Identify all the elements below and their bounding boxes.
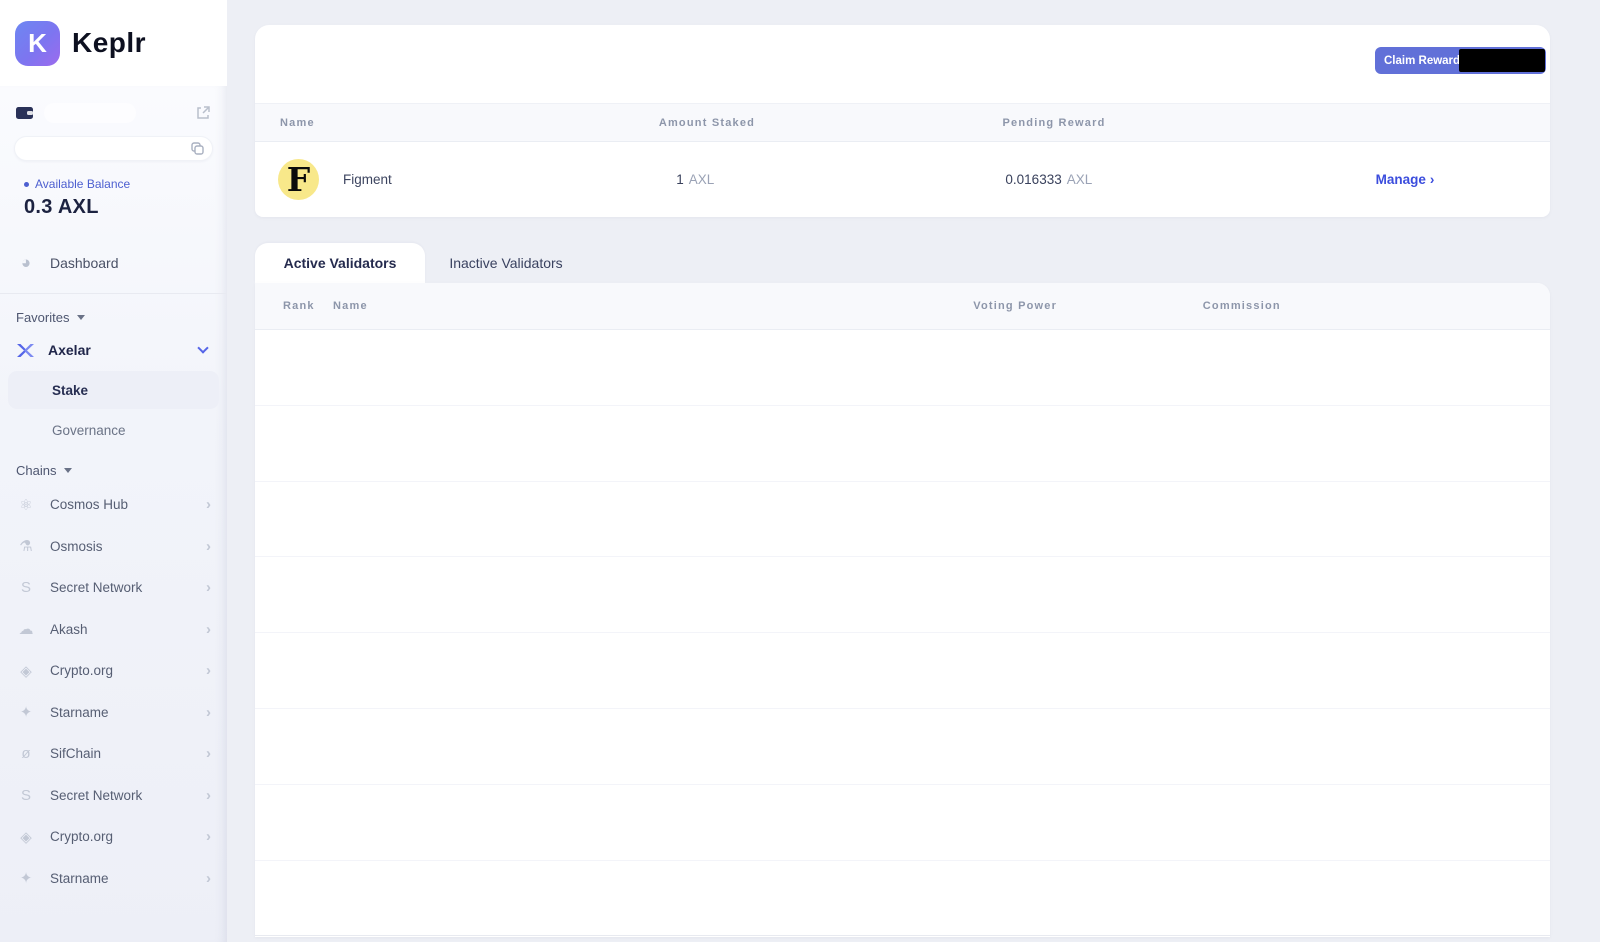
chevron-down-icon — [197, 342, 209, 354]
chevron-right-icon: › — [206, 869, 211, 887]
secret-network-icon: S — [20, 579, 31, 597]
sidebar-item-axelar[interactable]: Axelar — [0, 331, 227, 369]
table-row — [255, 557, 1550, 634]
available-balance-value: 0.3 AXL — [24, 196, 99, 218]
available-balance-label: Available Balance — [24, 177, 227, 191]
redaction-overlay — [1459, 49, 1545, 72]
table-row — [255, 633, 1550, 709]
chevron-right-icon: › — [206, 662, 211, 680]
chevron-right-icon: › — [206, 579, 211, 597]
sidebar-item-dashboard[interactable]: ◕ Dashboard — [0, 243, 227, 283]
sidebar-chain-item-crypto-org[interactable]: ◈ Crypto.org › — [0, 816, 227, 858]
column-header-pending-reward: Pending Reward — [1002, 117, 1106, 129]
external-link-icon[interactable] — [195, 105, 211, 121]
chains-section-header[interactable]: Chains — [0, 449, 227, 484]
pending-reward-cell: 0.016333 AXL — [1005, 172, 1093, 187]
sidebar-chain-item-secret-network[interactable]: S Secret Network › — [0, 567, 227, 609]
staked-summary-card: Claim Reward: Name Amount Staked Pending… — [255, 25, 1550, 217]
chevron-right-icon: › — [206, 786, 211, 804]
axelar-icon — [16, 342, 35, 359]
sidebar-chain-item-crypto-org[interactable]: ◈ Crypto.org › — [0, 650, 227, 692]
dashboard-icon: ◕ — [20, 253, 32, 272]
brand-title: Keplr — [72, 27, 147, 58]
column-header-name: Name — [280, 117, 315, 129]
starname-icon: ✦ — [19, 870, 33, 888]
sidebar-chain-item-starname[interactable]: ✦ Starname › — [0, 858, 227, 900]
sidebar-chain-item-starname[interactable]: ✦ Starname › — [0, 692, 227, 734]
sidebar-item-stake[interactable]: Stake — [8, 371, 219, 409]
column-header-commission: Commission — [1202, 300, 1281, 312]
table-row — [255, 330, 1550, 406]
chevron-right-icon: › — [206, 703, 211, 721]
chevron-right-icon: › — [206, 745, 211, 763]
chevron-right-icon: › — [1429, 172, 1435, 187]
favorites-section-header[interactable]: Favorites — [0, 296, 227, 331]
chevron-right-icon: › — [206, 496, 211, 514]
column-header-rank: Rank — [283, 300, 315, 312]
brand-header: K Keplr — [0, 0, 227, 86]
sidebar-chain-item-cosmos-hub[interactable]: ⚛ Cosmos Hub › — [0, 484, 227, 526]
sidebar: K Keplr — [0, 0, 227, 942]
table-row — [255, 709, 1550, 785]
main-content: Claim Reward: Name Amount Staked Pending… — [255, 0, 1550, 942]
sidebar-item-governance[interactable]: Governance — [52, 422, 126, 438]
staked-table-header: Name Amount Staked Pending Reward — [255, 103, 1550, 142]
caret-down-icon — [64, 468, 73, 473]
balance-dot-icon — [24, 181, 29, 187]
akash-icon: ☁ — [18, 621, 34, 639]
crypto-org-icon: ◈ — [20, 662, 32, 680]
validator-avatar: F — [278, 159, 319, 200]
wallet-row — [0, 100, 227, 126]
validators-table-header: Rank Name Voting Power Commission — [255, 283, 1550, 330]
wallet-icon — [16, 106, 34, 120]
table-row — [255, 785, 1550, 861]
crypto-org-icon: ◈ — [20, 828, 32, 846]
column-header-amount-staked: Amount Staked — [658, 117, 756, 129]
column-header-name: Name — [333, 300, 368, 312]
sidebar-chain-item-secret-network[interactable]: S Secret Network › — [0, 775, 227, 817]
validators-card: Rank Name Voting Power Commission — [255, 283, 1550, 937]
validators-table-body — [255, 330, 1550, 937]
column-header-voting-power: Voting Power — [973, 300, 1058, 312]
validators-tabs: Active Validators Inactive Validators — [255, 243, 1550, 283]
chevron-right-icon: › — [206, 537, 211, 555]
osmosis-icon: ⚗ — [19, 538, 33, 556]
axelar-label: Axelar — [48, 342, 91, 358]
chains-list: ⚛ Cosmos Hub › ⚗ Osmosis › S Secret Netw… — [0, 484, 227, 899]
sidebar-divider — [0, 293, 227, 294]
chevron-right-icon: › — [206, 620, 211, 638]
cosmos-hub-icon: ⚛ — [19, 496, 33, 514]
manage-link[interactable]: Manage › — [1375, 172, 1435, 187]
sidebar-chain-item-osmosis[interactable]: ⚗ Osmosis › — [0, 526, 227, 568]
secret-network-icon: S — [20, 786, 31, 804]
address-field[interactable] — [14, 136, 213, 161]
chevron-right-icon: › — [206, 828, 211, 846]
table-row: F Figment 1 AXL 0.016333 AXL Manage › — [255, 142, 1550, 217]
sidebar-chain-item-akash[interactable]: ☁ Akash › — [0, 609, 227, 651]
starname-icon: ✦ — [19, 704, 33, 722]
table-row — [255, 861, 1550, 937]
wallet-name-redacted — [44, 103, 136, 123]
copy-icon[interactable] — [191, 142, 204, 155]
sifchain-icon: ø — [21, 745, 31, 763]
validator-name: Figment — [343, 172, 392, 187]
table-row — [255, 406, 1550, 482]
tab-inactive-validators[interactable]: Inactive Validators — [449, 255, 563, 271]
tab-active-validators[interactable]: Active Validators — [255, 243, 425, 283]
amount-staked-cell: 1 AXL — [676, 172, 715, 187]
claim-reward-button[interactable]: Claim Reward: — [1375, 47, 1546, 74]
caret-down-icon — [77, 315, 86, 320]
sidebar-chain-item-sifchain[interactable]: ø SifChain › — [0, 733, 227, 775]
keplr-logo-icon: K — [15, 20, 60, 66]
dashboard-label: Dashboard — [50, 255, 119, 271]
table-row — [255, 482, 1550, 558]
